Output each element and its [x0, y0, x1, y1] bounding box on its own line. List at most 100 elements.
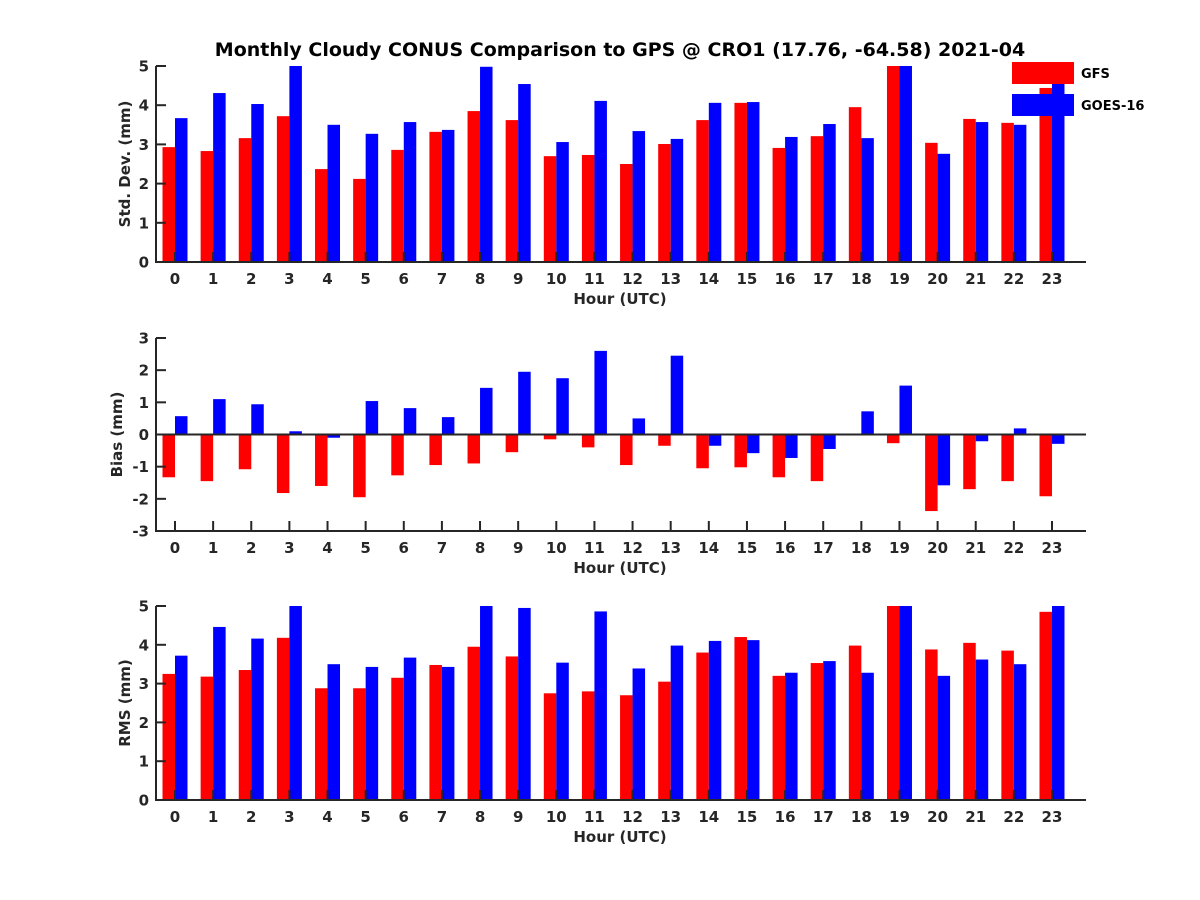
bar-goes-16-hour-20 [937, 675, 951, 800]
bars [162, 606, 1065, 800]
x-tick-label: 1 [208, 539, 218, 557]
bar-goes-16-hour-8 [480, 387, 493, 435]
bar-goes-16-hour-7 [441, 129, 455, 262]
bar-gfs-hour-11 [581, 154, 595, 262]
bar-gfs-hour-20 [925, 649, 938, 800]
y-tick-label: -2 [132, 490, 149, 508]
x-axis-label: Hour (UTC) [573, 828, 666, 846]
x-tick-label: 21 [965, 270, 986, 288]
bar-goes-16-hour-22 [1013, 124, 1027, 262]
bar-gfs-hour-14 [696, 652, 709, 800]
bar-goes-16-hour-9 [518, 607, 531, 800]
x-tick-label: 11 [584, 808, 605, 826]
y-tick-label: 0 [139, 426, 149, 444]
bar-gfs-hour-10 [543, 693, 557, 800]
x-tick-label: 18 [851, 539, 872, 557]
bar-gfs-hour-16 [772, 147, 786, 262]
x-tick-label: 3 [284, 270, 294, 288]
y-axis-label: RMS (mm) [116, 659, 134, 746]
x-tick-label: 1 [208, 270, 218, 288]
bar-gfs-hour-5 [353, 434, 366, 498]
bar-gfs-hour-13 [658, 434, 671, 446]
bar-gfs-hour-12 [620, 434, 633, 466]
y-tick-label: 1 [139, 394, 149, 412]
y-tick-label: 0 [139, 254, 149, 272]
bar-gfs-hour-2 [238, 434, 252, 470]
bar-goes-16-hour-3 [289, 606, 302, 800]
x-tick-label: 22 [1003, 539, 1024, 557]
bar-gfs-hour-23 [1039, 434, 1052, 497]
bar-gfs-hour-0 [162, 673, 175, 800]
x-tick-label: 3 [284, 539, 294, 557]
x-tick-label: 17 [813, 539, 834, 557]
bar-goes-16-hour-20 [937, 153, 951, 262]
x-tick-label: 8 [475, 539, 485, 557]
x-tick-label: 5 [360, 539, 370, 557]
x-tick-label: 6 [399, 270, 409, 288]
bar-gfs-hour-20 [925, 142, 938, 262]
bar-gfs-hour-12 [620, 164, 633, 262]
bar-goes-16-hour-15 [746, 640, 760, 800]
bar-gfs-hour-9 [505, 656, 519, 800]
bar-gfs-hour-1 [200, 676, 214, 800]
bar-gfs-hour-18 [848, 645, 862, 800]
bar-gfs-hour-4 [315, 688, 328, 800]
bar-gfs-hour-9 [505, 434, 519, 453]
y-tick-label: 5 [139, 598, 149, 616]
bar-goes-16-hour-14 [708, 102, 722, 262]
bar-goes-16-hour-0 [175, 655, 188, 800]
bar-gfs-hour-21 [963, 118, 976, 262]
x-tick-label: 0 [170, 808, 180, 826]
bar-gfs-hour-14 [696, 120, 709, 262]
bar-goes-16-hour-23 [1051, 606, 1065, 800]
x-tick-label: 4 [322, 270, 332, 288]
x-axis-label: Hour (UTC) [573, 559, 666, 577]
y-axis-label: Bias (mm) [108, 392, 126, 478]
legend-label-goes-16: GOES-16 [1081, 99, 1144, 114]
x-tick-label: 20 [927, 808, 948, 826]
x-tick-label: 2 [246, 270, 256, 288]
bar-gfs-hour-18 [848, 107, 862, 262]
bar-goes-16-hour-21 [975, 434, 989, 442]
x-tick-label: 4 [322, 539, 332, 557]
bar-goes-16-hour-5 [365, 666, 379, 800]
bar-gfs-hour-12 [620, 695, 633, 800]
x-tick-label: 15 [737, 539, 758, 557]
bar-gfs-hour-3 [276, 434, 290, 494]
x-tick-label: 14 [698, 539, 719, 557]
bar-gfs-hour-13 [658, 144, 671, 262]
bar-goes-16-hour-14 [708, 434, 722, 446]
x-tick-label: 15 [737, 808, 758, 826]
x-tick-label: 17 [813, 808, 834, 826]
y-tick-label: 5 [139, 58, 149, 76]
bar-goes-16-hour-6 [403, 122, 417, 262]
y-tick-label: 2 [139, 362, 149, 380]
x-tick-label: 13 [660, 539, 681, 557]
y-tick-label: 2 [139, 175, 149, 193]
y-tick-label: -3 [132, 523, 149, 541]
x-tick-label: 16 [775, 808, 796, 826]
bar-goes-16-hour-8 [480, 606, 493, 800]
bar-goes-16-hour-0 [175, 416, 188, 435]
x-tick-label: 18 [851, 270, 872, 288]
bar-goes-16-hour-21 [975, 659, 989, 800]
bar-gfs-hour-10 [543, 434, 557, 440]
y-tick-label: 1 [139, 214, 149, 232]
bar-goes-16-hour-18 [861, 672, 874, 800]
bar-goes-16-hour-19 [899, 66, 912, 262]
y-tick-label: 2 [139, 714, 149, 732]
x-tick-label: 5 [360, 808, 370, 826]
bar-gfs-hour-15 [734, 637, 747, 800]
bar-gfs-hour-19 [886, 66, 900, 262]
bars [162, 66, 1065, 262]
x-tick-label: 9 [513, 539, 523, 557]
y-tick-label: 3 [139, 675, 149, 693]
bar-goes-16-hour-16 [785, 136, 798, 262]
bar-goes-16-hour-13 [670, 645, 684, 800]
x-tick-label: 11 [584, 270, 605, 288]
bar-gfs-hour-16 [772, 434, 786, 478]
x-tick-label: 15 [737, 270, 758, 288]
bar-gfs-hour-7 [429, 434, 442, 466]
